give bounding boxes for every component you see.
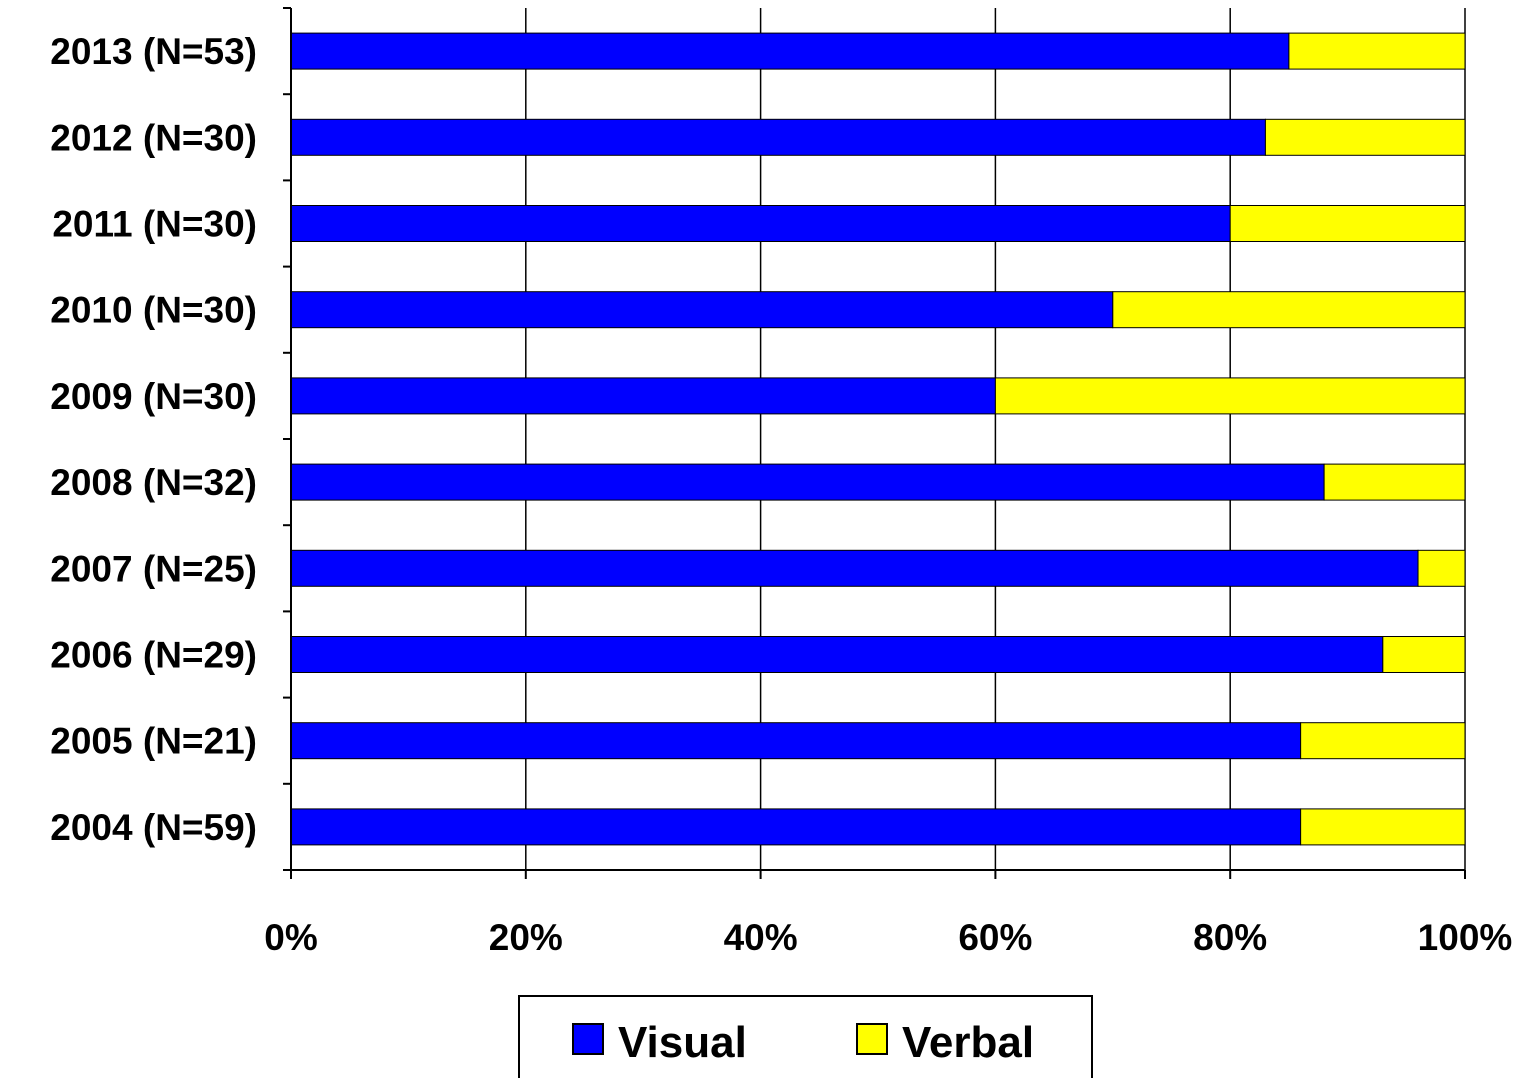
bar-segment-verbal (1300, 722, 1466, 760)
axes (283, 7, 1466, 879)
category-labels: 2013 (N=53) 2012 (N=30) 2011 (N=30) 2010 (N… (50, 31, 257, 848)
legend-swatch-visual (572, 1023, 604, 1055)
category-label: 2006 (N=29) (50, 635, 257, 676)
bar-segment-visual (290, 722, 1302, 760)
bar-segment-verbal (1288, 32, 1466, 70)
bar-segment-verbal (1417, 549, 1466, 587)
bar-segment-verbal (1112, 291, 1466, 329)
x-tick-label: 80% (1193, 917, 1267, 958)
legend-label-verbal: Verbal (902, 1018, 1034, 1067)
bar-segment-verbal (1382, 636, 1466, 673)
x-tick-label: 100% (1418, 917, 1513, 958)
bar-segment-visual (290, 808, 1302, 846)
x-tick-label: 40% (724, 917, 798, 958)
bar-segment-visual (290, 377, 996, 415)
bar-segment-verbal (1323, 463, 1466, 501)
bar-segment-verbal (1300, 808, 1466, 846)
bar-segment-visual (290, 205, 1231, 242)
category-label: 2010 (N=30) (50, 290, 257, 331)
category-label: 2011 (N=30) (52, 204, 257, 245)
x-tick-label: 0% (264, 917, 317, 958)
x-tick-label: 60% (958, 917, 1032, 958)
bar-segment-visual (290, 549, 1419, 587)
x-tick-labels: 0% 20% 40% 60% 80% 100% (264, 917, 1512, 958)
legend: Visual Verbal (518, 995, 1093, 1078)
bar-segment-visual (290, 32, 1290, 70)
bar-segment-verbal (994, 377, 1466, 415)
category-label: 2007 (N=25) (50, 548, 257, 589)
bar-segment-visual (290, 291, 1114, 329)
legend-swatch-verbal (856, 1023, 888, 1055)
bar-segment-verbal (1264, 118, 1466, 156)
bar-segment-verbal (1229, 205, 1466, 242)
category-label: 2005 (N=21) (50, 721, 257, 762)
legend-label-visual: Visual (618, 1018, 747, 1067)
category-label: 2009 (N=30) (50, 376, 257, 417)
category-label: 2004 (N=59) (50, 807, 257, 848)
bars (290, 32, 1466, 846)
bar-segment-visual (290, 636, 1384, 673)
x-tick-label: 20% (489, 917, 563, 958)
category-label: 2012 (N=30) (50, 117, 257, 158)
category-label: 2013 (N=53) (50, 31, 257, 72)
bar-segment-visual (290, 118, 1266, 156)
legend-box (518, 995, 1093, 1078)
bar-segment-visual (290, 463, 1325, 501)
category-label: 2008 (N=32) (50, 462, 257, 503)
